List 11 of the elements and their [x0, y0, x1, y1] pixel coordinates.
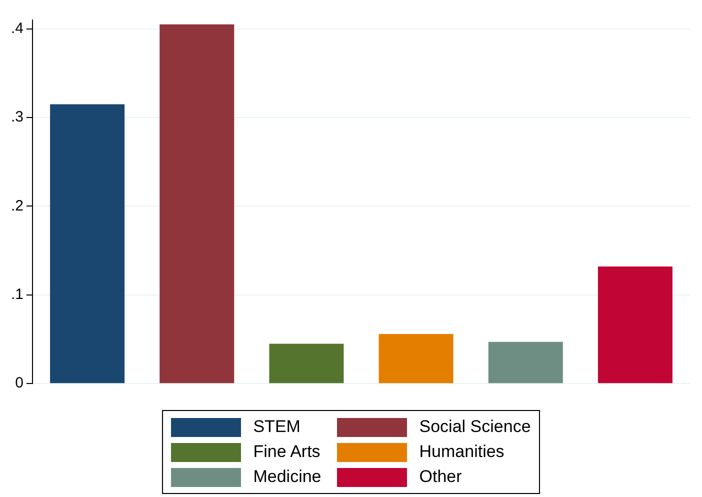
legend-label: Humanities [419, 442, 504, 462]
y-tick-label: .3 [10, 108, 24, 126]
legend-label: Social Science [419, 417, 531, 437]
legend-label: Medicine [253, 467, 322, 487]
legend-label: STEM [253, 417, 300, 437]
y-tick-label: 0 [15, 374, 24, 392]
y-tick-label: .2 [10, 197, 24, 214]
y-tick-label: .4 [10, 20, 24, 38]
legend-label: Other [419, 467, 462, 487]
y-tick-label: .1 [10, 286, 24, 304]
legend-label: Fine Arts [253, 442, 320, 462]
